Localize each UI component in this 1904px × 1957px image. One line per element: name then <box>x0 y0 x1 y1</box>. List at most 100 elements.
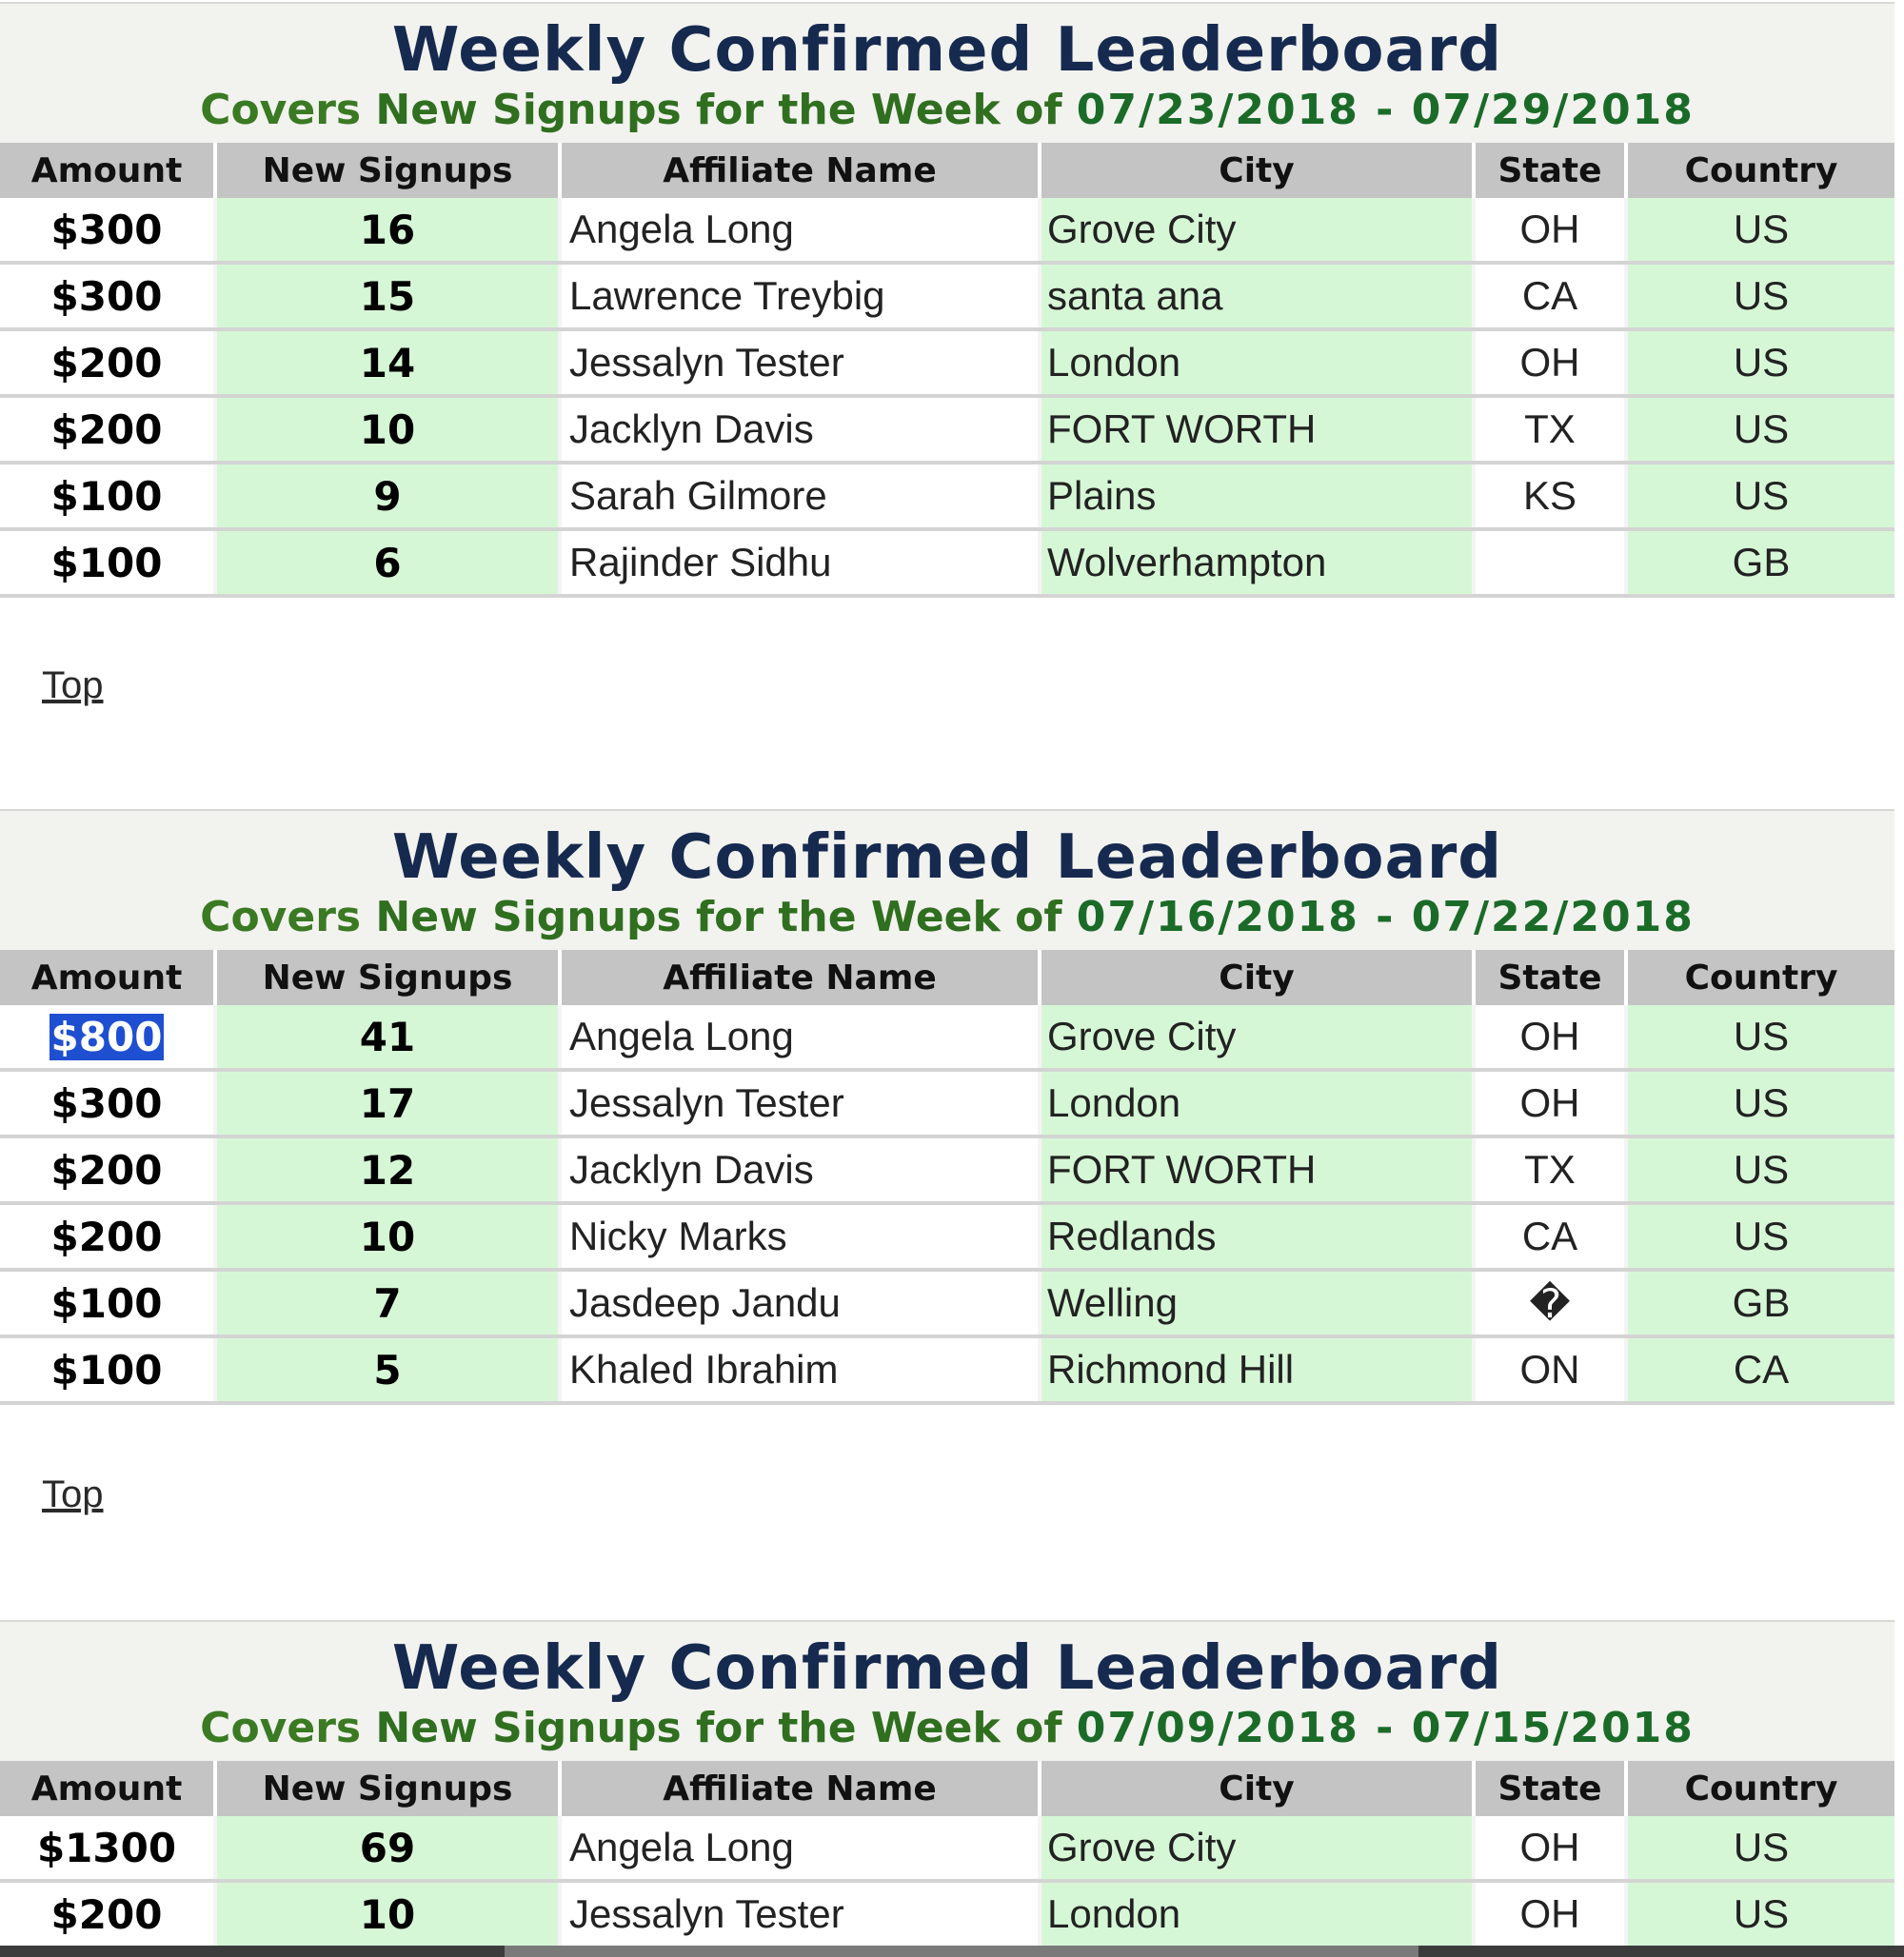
column-header-new-signups: New Signups <box>213 950 560 1005</box>
cell-new-signups: 15 <box>213 263 560 331</box>
cell-new-signups: 6 <box>213 529 560 598</box>
cell-city: Plains <box>1038 463 1474 531</box>
cell-city: London <box>1038 329 1474 398</box>
cell-amount: $100 <box>0 1270 215 1338</box>
leaderboard-section: Weekly Confirmed Leaderboard Covers New S… <box>0 1620 1894 1949</box>
cell-country: GB <box>1624 1270 1894 1338</box>
cell-state: OH <box>1472 1070 1626 1138</box>
cell-city: Welling <box>1038 1270 1474 1338</box>
cell-amount: $300 <box>0 263 215 331</box>
table-row: $300 17 Jessalyn Tester London OH US <box>0 1070 1894 1138</box>
column-header-state: State <box>1472 1761 1626 1816</box>
cell-new-signups: 12 <box>213 1137 560 1205</box>
cell-country: CA <box>1624 1336 1894 1405</box>
cell-amount: $100 <box>0 1336 215 1405</box>
leaderboard-section: Weekly Confirmed Leaderboard Covers New S… <box>0 2 1894 598</box>
cell-country: US <box>1624 1137 1894 1205</box>
leaderboard-section: Weekly Confirmed Leaderboard Covers New S… <box>0 809 1894 1405</box>
scrollbar-thumb[interactable] <box>505 1946 1418 1957</box>
column-header-amount: Amount <box>0 1761 215 1816</box>
cell-new-signups: 10 <box>213 396 560 465</box>
cell-affiliate-name: Jasdeep Jandu <box>558 1270 1040 1338</box>
column-header-affiliate-name: Affiliate Name <box>558 1761 1040 1816</box>
column-header-country: Country <box>1624 1761 1894 1816</box>
cell-affiliate-name: Angela Long <box>558 198 1040 265</box>
cell-city: London <box>1038 1070 1474 1138</box>
cell-country: US <box>1624 1005 1894 1072</box>
subtitle-text: New Signups for the Week of <box>375 86 1077 134</box>
cell-amount: $800 <box>0 1005 215 1072</box>
top-link[interactable]: Top <box>42 1473 104 1515</box>
subtitle-text: New Signups for the Week of <box>375 1704 1077 1752</box>
cell-state <box>1472 529 1626 598</box>
cell-city: Grove City <box>1038 1005 1474 1072</box>
cell-city: FORT WORTH <box>1038 396 1474 465</box>
cell-state: CA <box>1472 1203 1626 1272</box>
table-row: $100 9 Sarah Gilmore Plains KS US <box>0 463 1894 531</box>
leaderboard-title: Weekly Confirmed Leaderboard <box>391 1633 1503 1704</box>
cell-new-signups: 10 <box>213 1881 560 1949</box>
cell-affiliate-name: Sarah Gilmore <box>558 463 1040 531</box>
cell-new-signups: 69 <box>213 1816 560 1883</box>
table-row: $200 10 Nicky Marks Redlands CA US <box>0 1203 1894 1272</box>
table-row: $200 10 Jessalyn Tester London OH US <box>0 1881 1894 1949</box>
cell-city: Wolverhampton <box>1038 529 1474 598</box>
cell-state: ON <box>1472 1336 1626 1405</box>
column-header-amount: Amount <box>0 950 215 1005</box>
cell-country: GB <box>1624 529 1894 598</box>
table-row: $100 7 Jasdeep Jandu Welling � GB <box>0 1270 1894 1338</box>
table-row: $200 12 Jacklyn Davis FORT WORTH TX US <box>0 1137 1894 1205</box>
cell-state: OH <box>1472 1816 1626 1883</box>
cell-city: santa ana <box>1038 263 1474 331</box>
cell-affiliate-name: Rajinder Sidhu <box>558 529 1040 598</box>
cell-amount: $100 <box>0 463 215 531</box>
cell-affiliate-name: Jacklyn Davis <box>558 1137 1040 1205</box>
cell-new-signups: 10 <box>213 1203 560 1272</box>
cell-state: TX <box>1472 1137 1626 1205</box>
cell-country: US <box>1624 1070 1894 1138</box>
cell-amount: $200 <box>0 329 215 398</box>
cell-city: Redlands <box>1038 1203 1474 1272</box>
top-link[interactable]: Top <box>42 664 104 706</box>
cell-state: OH <box>1472 329 1626 398</box>
cell-city: London <box>1038 1881 1474 1949</box>
table-row: $300 15 Lawrence Treybig santa ana CA US <box>0 263 1894 331</box>
table-row: $1300 69 Angela Long Grove City OH US <box>0 1816 1894 1883</box>
cell-country: US <box>1624 1816 1894 1883</box>
column-header-affiliate-name: Affiliate Name <box>558 143 1040 198</box>
cell-country: US <box>1624 1881 1894 1949</box>
subtitle-date-range: 07/23/2018 - 07/29/2018 <box>1076 86 1695 134</box>
subtitle-date-range: 07/09/2018 - 07/15/2018 <box>1076 1704 1695 1752</box>
header-row: Amount New Signups Affiliate Name City State… <box>0 1761 1894 1816</box>
column-header-state: State <box>1472 950 1626 1005</box>
subtitle-lead: Covers <box>200 1704 376 1752</box>
subtitle-lead: Covers <box>200 893 376 941</box>
cell-new-signups: 16 <box>213 198 560 265</box>
cell-affiliate-name: Angela Long <box>558 1816 1040 1883</box>
cell-new-signups: 7 <box>213 1270 560 1338</box>
cell-affiliate-name: Jacklyn Davis <box>558 396 1040 465</box>
cell-city: Grove City <box>1038 1816 1474 1883</box>
cell-affiliate-name: Jessalyn Tester <box>558 1881 1040 1949</box>
cell-city: FORT WORTH <box>1038 1137 1474 1205</box>
cell-city: Richmond Hill <box>1038 1336 1474 1405</box>
cell-affiliate-name: Jessalyn Tester <box>558 1070 1040 1138</box>
horizontal-scrollbar[interactable] <box>0 1946 1904 1957</box>
cell-country: US <box>1624 396 1894 465</box>
table-row: $100 6 Rajinder Sidhu Wolverhampton GB <box>0 529 1894 598</box>
cell-state: CA <box>1472 263 1626 331</box>
leaderboard-header: Weekly Confirmed Leaderboard Covers New S… <box>0 1620 1894 1761</box>
leaderboard-table: Amount New Signups Affiliate Name City State… <box>0 1761 1894 1949</box>
cell-state: OH <box>1472 1005 1626 1072</box>
column-header-city: City <box>1038 143 1474 198</box>
selected-text[interactable]: $800 <box>49 1013 165 1060</box>
cell-amount: $100 <box>0 529 215 598</box>
subtitle-date-range: 07/16/2018 - 07/22/2018 <box>1076 893 1695 941</box>
cell-amount: $300 <box>0 1070 215 1138</box>
table-row: $200 10 Jacklyn Davis FORT WORTH TX US <box>0 396 1894 465</box>
cell-state: OH <box>1472 1881 1626 1949</box>
cell-state: KS <box>1472 463 1626 531</box>
column-header-affiliate-name: Affiliate Name <box>558 950 1040 1005</box>
cell-amount: $200 <box>0 396 215 465</box>
cell-new-signups: 41 <box>213 1005 560 1072</box>
